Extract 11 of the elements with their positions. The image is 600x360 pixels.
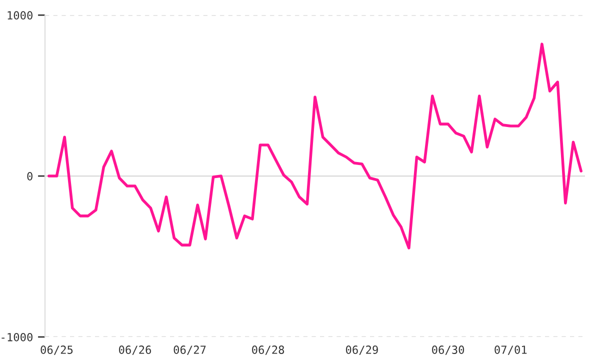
x-tick-label: 06/28 [252,346,284,355]
x-tick-label: 06/27 [174,346,206,355]
y-tick-label: 1000 [8,11,32,20]
x-tick-label: 07/01 [494,346,527,355]
x-tick-label: 06/29 [346,346,378,355]
line-series [48,42,582,250]
x-tick-label: 06/25 [40,346,73,355]
x-tick-label: 06/26 [119,346,152,355]
x-tick-label: 06/30 [432,346,464,355]
y-tick-label: 0 [27,172,32,180]
y-tick-label: -1000 [2,332,32,342]
